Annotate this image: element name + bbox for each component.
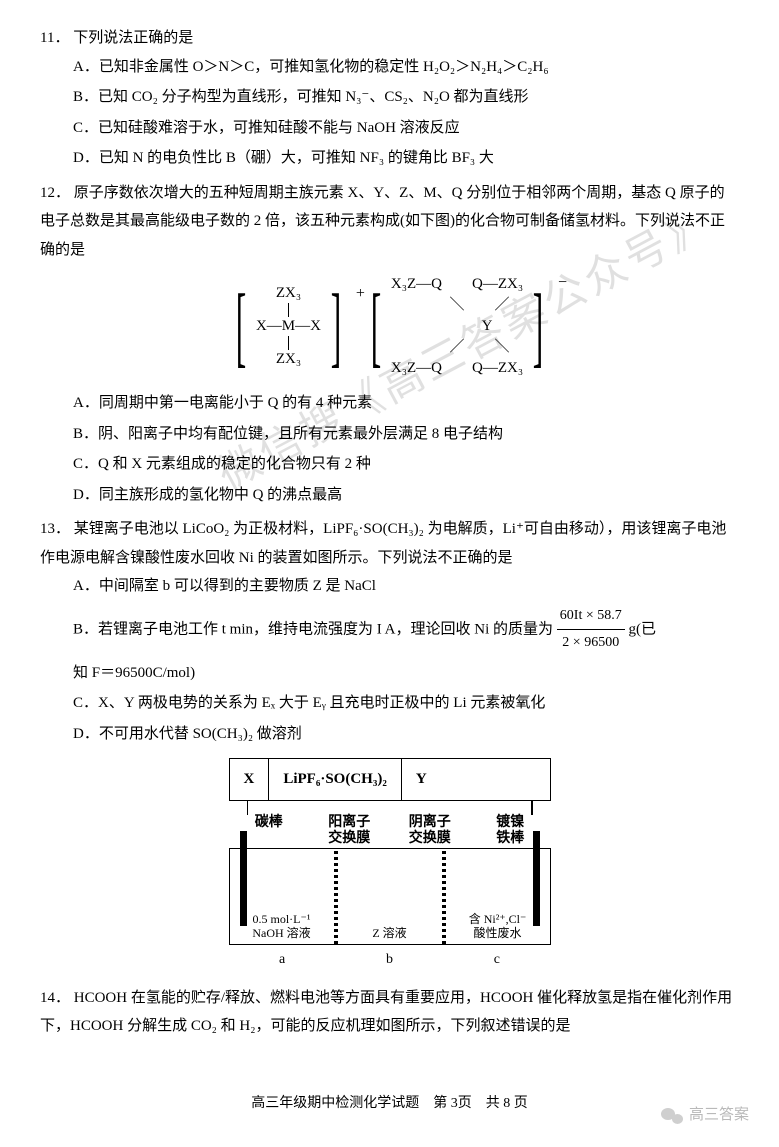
frac-denominator: 2 × 96500 (557, 630, 625, 657)
q11-option-b: B．已知 CO₂ 分子构型为直线形，可推知 N₃⁻、CS₂、N₂O 都为直线形 (73, 83, 739, 112)
page-footer: 高三年级期中检测化学试题 第 3页 共 8 页 (40, 1091, 739, 1118)
carbon-electrode (240, 831, 247, 926)
label-b: b (336, 947, 443, 974)
q13-option-b: B．若锂离子电池工作 t min，维持电流强度为 I A，理论回收 Ni 的质量… (73, 603, 739, 657)
q13-b-line2: 知 F＝96500C/mol) (73, 659, 739, 688)
anion-charge: − (558, 268, 567, 298)
chamber-c: 含 Ni²⁺,Cl⁻ 酸性废水 (446, 849, 550, 944)
q12-option-c: C．Q 和 X 元素组成的稳定的化合物只有 2 种 (73, 450, 739, 479)
label-c: c (443, 947, 550, 974)
q12-b-text: 阴、阳离子中均有配位键，且所有元素最外层满足 8 电子结构 (98, 426, 503, 442)
question-11: 11． 下列说法正确的是 A．已知非金属性 O＞N＞C，可推知氢化物的稳定性 H… (40, 24, 739, 173)
battery-box: X LiPF₆·SO(CH₃)₂ Y (229, 758, 551, 801)
q12-structure-figure: [ ZX₃ X—M—X ZX₃ ] + [ X₃Z—Q Q—ZX₃ ＼ ／ Y (40, 274, 739, 379)
q13-option-d: D．不可用水代替 SO(CH₃)₂ 做溶剂 (73, 720, 739, 749)
anion-tr: Q—ZX₃ (472, 276, 523, 292)
chamber-b: Z 溶液 (338, 849, 442, 944)
anion-center: Y (482, 318, 493, 334)
electrode-y: Y (401, 759, 441, 800)
electrolytic-cell: 0.5 mol·L⁻¹ NaOH 溶液 Z 溶液 含 Ni²⁺,Cl⁻ 酸性废水 (229, 848, 551, 945)
anion-bl: X₃Z—Q (391, 360, 442, 376)
cation-membrane-label: 阳离子 交换膜 (309, 815, 390, 849)
q11-a-text: 已知非金属性 O＞N＞C，可推知氢化物的稳定性 H₂O₂＞N₂H₄＞C₂H₆ (99, 59, 549, 75)
question-13: 13． 某锂离子电池以 LiCoO₂ 为正极材料，LiPF₆·SO(CH₃)₂ … (40, 515, 739, 974)
chamber-labels: a b c (229, 947, 551, 974)
wires (229, 801, 551, 815)
cation-mid: X—M—X (256, 318, 321, 334)
q13-option-c: C．X、Y 两极电势的关系为 Eₓ 大于 Eᵧ 且充电时正极中的 Li 元素被氧… (73, 689, 739, 718)
q12-d-text: 同主族形成的氢化物中 Q 的沸点最高 (99, 487, 342, 503)
q13-b-post: g(已 (628, 621, 656, 637)
anion-membrane-label: 阴离子 交换膜 (390, 815, 471, 849)
q12-number: 12． (40, 185, 70, 201)
anion-br: Q—ZX₃ (472, 360, 523, 376)
q12-stem: 原子序数依次增大的五种短周期主族元素 X、Y、Z、M、Q 分别位于相邻两个周期，… (40, 185, 725, 258)
q11-d-text: 已知 N 的电负性比 B（硼）大，可推知 NF₃ 的键角比 BF₃ 大 (99, 150, 494, 166)
q11-number: 11． (40, 30, 69, 46)
q11-option-d: D．已知 N 的电负性比 B（硼）大，可推知 NF₃ 的键角比 BF₃ 大 (73, 144, 739, 173)
chamber-c-text: 含 Ni²⁺,Cl⁻ 酸性废水 (469, 912, 527, 941)
q13-d-text: 不可用水代替 SO(CH₃)₂ 做溶剂 (99, 726, 302, 742)
q11-b-text: 已知 CO₂ 分子构型为直线形，可推知 N₃⁻、CS₂、N₂O 都为直线形 (98, 89, 529, 105)
q12-option-d: D．同主族形成的氢化物中 Q 的沸点最高 (73, 481, 739, 510)
anion-tl: X₃Z—Q (391, 276, 442, 292)
chamber-b-text: Z 溶液 (372, 926, 406, 940)
q14-number: 14． (40, 990, 70, 1006)
q12-option-a: A．同周期中第一电离能小于 Q 的有 4 种元素 (73, 389, 739, 418)
q13-option-a: A．中间隔室 b 可以得到的主要物质 Z 是 NaCl (73, 572, 739, 601)
q13-b-line2-text: 知 F＝96500C/mol) (73, 665, 195, 681)
q13-b-pre: 若锂离子电池工作 t min，维持电流强度为 I A，理论回收 Ni 的质量为 (98, 621, 553, 637)
chamber-a: 0.5 mol·L⁻¹ NaOH 溶液 (230, 849, 334, 944)
cation-top: ZX₃ (276, 285, 301, 301)
question-14: 14． HCOOH 在氢能的贮存/释放、燃料电池等方面具有重要应用，HCOOH … (40, 984, 739, 1041)
top-labels: 碳棒 阳离子 交换膜 阴离子 交换膜 镀镍 铁棒 (229, 815, 551, 849)
wechat-text: 高三答案 (689, 1101, 749, 1130)
question-12: 12． 原子序数依次增大的五种短周期主族元素 X、Y、Z、M、Q 分别位于相邻两… (40, 179, 739, 510)
chamber-a-text: 0.5 mol·L⁻¹ NaOH 溶液 (252, 912, 310, 941)
q13-b-fraction: 60It × 58.7 2 × 96500 (557, 603, 625, 657)
q13-c-text: X、Y 两极电势的关系为 Eₓ 大于 Eᵧ 且充电时正极中的 Li 元素被氧化 (98, 695, 545, 711)
q13-stem: 某锂离子电池以 LiCoO₂ 为正极材料，LiPF₆·SO(CH₃)₂ 为电解质… (40, 521, 726, 566)
cation-bot: ZX₃ (276, 351, 301, 367)
q12-a-text: 同周期中第一电离能小于 Q 的有 4 种元素 (99, 395, 372, 411)
q13-electrolysis-figure: X LiPF₆·SO(CH₃)₂ Y 碳棒 阳离子 交换膜 阴离子 交换膜 镀镍… (40, 758, 739, 974)
wechat-icon (661, 1106, 683, 1124)
q11-option-a: A．已知非金属性 O＞N＞C，可推知氢化物的稳定性 H₂O₂＞N₂H₄＞C₂H₆ (73, 53, 739, 82)
frac-numerator: 60It × 58.7 (557, 603, 625, 631)
q12-c-text: Q 和 X 元素组成的稳定的化合物只有 2 种 (98, 456, 371, 472)
q13-number: 13． (40, 521, 70, 537)
q11-option-c: C．已知硅酸难溶于水，可推知硅酸不能与 NaOH 溶液反应 (73, 114, 739, 143)
electrode-x: X (230, 759, 269, 800)
nickel-electrode (533, 831, 540, 926)
electrolyte-label: LiPF₆·SO(CH₃)₂ (268, 759, 401, 800)
wechat-badge: 高三答案 (661, 1101, 749, 1130)
q11-stem: 下列说法正确的是 (73, 30, 193, 46)
q13-a-text: 中间隔室 b 可以得到的主要物质 Z 是 NaCl (99, 578, 376, 594)
label-a: a (229, 947, 336, 974)
q14-stem: HCOOH 在氢能的贮存/释放、燃料电池等方面具有重要应用，HCOOH 催化释放… (40, 990, 732, 1035)
q12-option-b: B．阴、阳离子中均有配位键，且所有元素最外层满足 8 电子结构 (73, 420, 739, 449)
q11-c-text: 已知硅酸难溶于水，可推知硅酸不能与 NaOH 溶液反应 (98, 120, 460, 136)
